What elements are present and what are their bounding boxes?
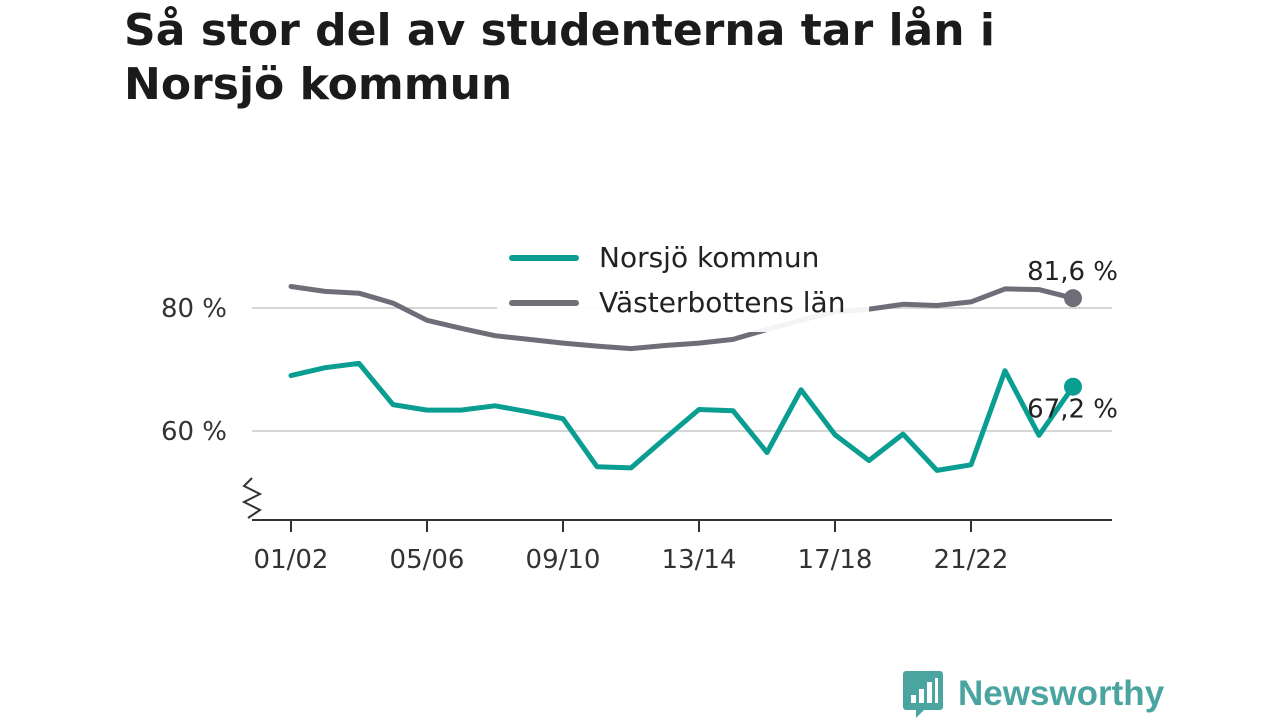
legend-label: Norsjö kommun: [599, 241, 819, 274]
y-tick-label: 80 %: [161, 294, 227, 324]
legend-box: [497, 232, 869, 332]
series-end-point-1: [1064, 289, 1082, 308]
chart-title: Så stor del av studenterna tar lån i Nor…: [124, 5, 995, 110]
x-tick-label: 01/02: [254, 545, 329, 575]
axis-break-icon: [241, 477, 263, 519]
legend-label: Västerbottens län: [599, 286, 845, 319]
legend: Norsjö kommun Västerbottens län: [497, 232, 869, 332]
x-tick-label: 17/18: [798, 545, 873, 575]
series-end-point-0: [1064, 377, 1082, 396]
x-tick-label: 05/06: [390, 545, 465, 575]
x-tick-label: 21/22: [934, 545, 1009, 575]
gridlines: 60 % 80 %: [161, 294, 1112, 447]
end-value-label: 67,2 %: [1027, 395, 1118, 425]
x-tick-label: 09/10: [526, 545, 601, 575]
end-labels: 67,2 % 81,6 %: [1027, 257, 1118, 425]
brand-name: Newsworthy: [958, 674, 1165, 713]
x-axis: 01/02 05/06 09/10 13/14 17/18 21/22: [241, 477, 1112, 575]
series-line-1: [288, 284, 1076, 352]
end-value-label: 81,6 %: [1027, 257, 1118, 287]
x-tick-label: 13/14: [662, 545, 737, 575]
y-tick-label: 60 %: [161, 417, 227, 447]
series-lines: [288, 284, 1082, 473]
series-line-0: [288, 360, 1076, 473]
newsworthy-logo-icon: [903, 671, 943, 718]
brand-logo[interactable]: Newsworthy: [902, 668, 1164, 720]
